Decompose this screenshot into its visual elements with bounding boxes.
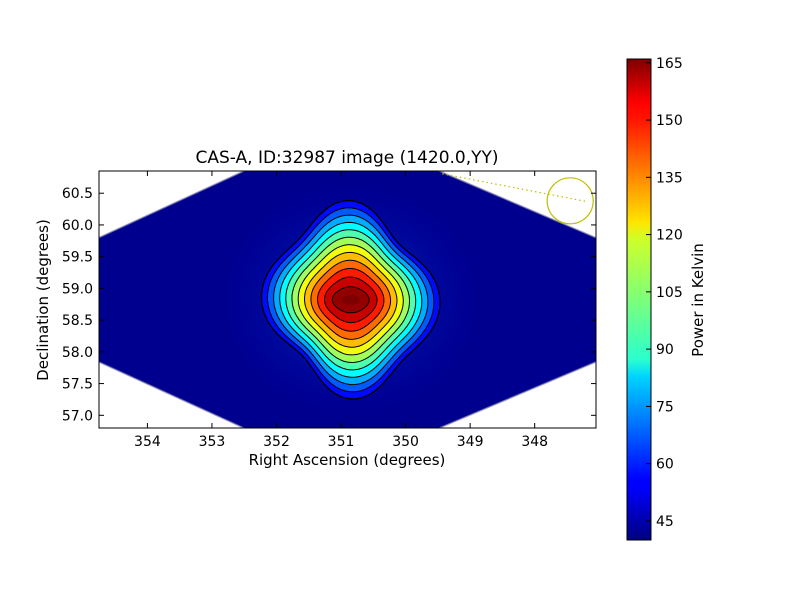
contour-line: [260, 199, 441, 400]
contour-line: [279, 221, 423, 378]
x-tick-label: 354: [134, 434, 161, 450]
x-axis: 354 353 352 351 350 349 348: [134, 171, 548, 450]
x-tick-label: 352: [263, 434, 290, 450]
contour-line: [331, 286, 370, 314]
colorbar-label: Power in Kelvin: [689, 243, 707, 357]
y-tick-label: 60.5: [62, 186, 93, 202]
y-axis: 57.0 57.5 58.0 58.5 59.0 59.5 60.0 60.5: [62, 186, 596, 424]
y-tick-label: 57.5: [62, 377, 93, 393]
contour-line: [291, 236, 411, 364]
contour-line: [324, 276, 378, 324]
contour-line: [285, 229, 417, 371]
colorbar: 45 60 75 90 105 120 135 150 165 Power in Kelvin: [626, 56, 707, 541]
y-axis-label: Declination (degrees): [34, 219, 52, 381]
plot-area: [99, 171, 596, 428]
colorbar-gradient: [626, 58, 652, 541]
image-footprint: [99, 171, 596, 428]
beam-circle: [546, 177, 594, 225]
x-tick-label: 348: [521, 434, 548, 450]
colorbar-tick-label: 105: [656, 285, 683, 301]
colorbar-tick-label: 150: [656, 113, 683, 129]
y-tick-label: 59.0: [62, 281, 93, 297]
x-tick-label: 353: [199, 434, 226, 450]
x-tick-label: 351: [328, 434, 355, 450]
contour-line: [266, 207, 435, 393]
contour-line: [297, 244, 404, 356]
colorbar-tick-label: 165: [656, 56, 683, 72]
y-tick-label: 60.0: [62, 218, 93, 234]
plot-frame: [98, 170, 597, 429]
chart-title: CAS-A, ID:32987 image (1420.0,YY): [195, 148, 498, 168]
x-axis-label: Right Ascension (degrees): [249, 451, 446, 469]
y-tick-label: 58.0: [62, 345, 93, 361]
colorbar-tick-label: 75: [656, 399, 674, 415]
contour-line: [273, 214, 429, 386]
colorbar-ticks: 45 60 75 90 105 120 135 150 165: [646, 56, 683, 530]
contour-line: [310, 259, 392, 340]
contour-line: [303, 251, 398, 348]
contour-line: [316, 267, 385, 332]
y-tick-label: 58.5: [62, 313, 93, 329]
x-tick-label: 350: [392, 434, 419, 450]
beam-marker: [442, 173, 594, 225]
colorbar-tick-label: 120: [656, 228, 683, 244]
colorbar-tick-label: 135: [656, 170, 683, 186]
footprint-edge: [99, 171, 596, 428]
colorbar-tick-label: 60: [656, 457, 674, 473]
colorbar-tick-label: 90: [656, 342, 674, 358]
colorbar-tick-label: 45: [656, 514, 674, 530]
x-tick-label: 349: [457, 434, 484, 450]
y-tick-label: 59.5: [62, 250, 93, 266]
source-core: [341, 294, 360, 305]
y-tick-label: 57.0: [62, 408, 93, 424]
